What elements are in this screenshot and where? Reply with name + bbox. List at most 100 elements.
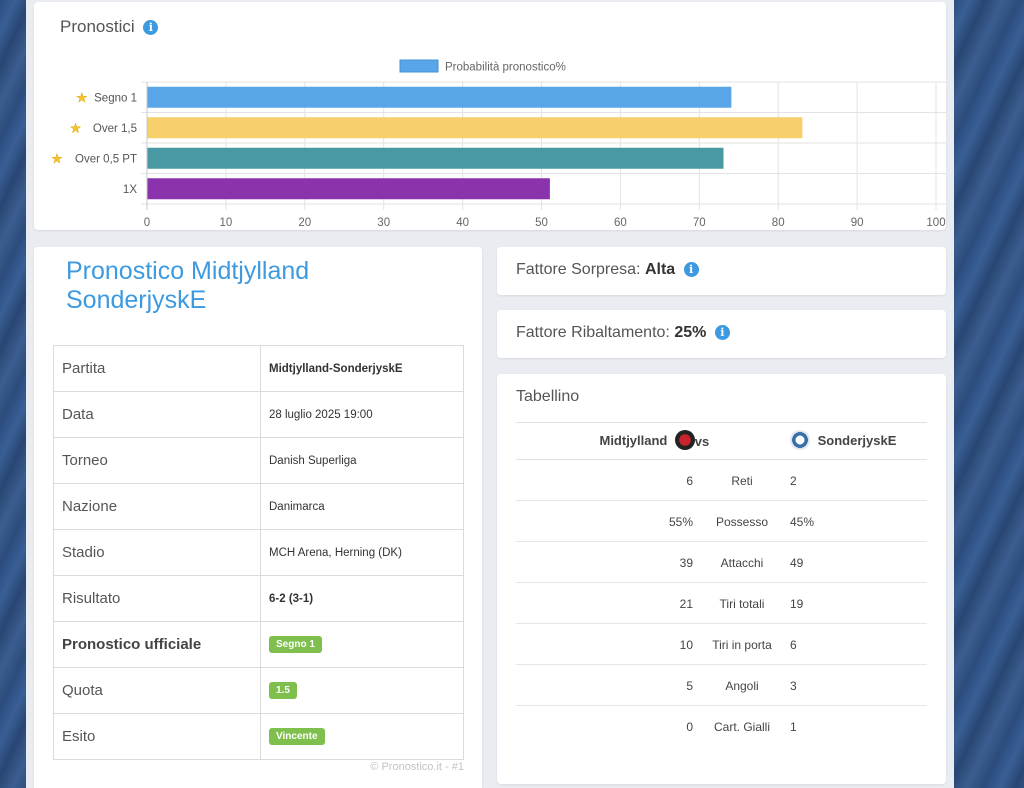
stat-home: 39: [679, 556, 693, 570]
stat-home: 0: [686, 720, 693, 734]
bar: [147, 147, 724, 169]
x-tick-label: 30: [377, 217, 390, 229]
row-label: Esito: [53, 713, 261, 760]
sorpresa-label: Fattore Sorpresa:: [516, 261, 641, 278]
stats-header: Midtjylland vs SonderjyskE: [516, 422, 927, 460]
stat-away: 45%: [790, 515, 815, 529]
result-value: 6-2 (3-1): [260, 575, 464, 622]
page-title: Pronostico Midtjylland SonderjyskE: [66, 257, 310, 314]
outcome-cell: Vincente: [260, 713, 464, 760]
away-team: SonderjyskE: [790, 430, 897, 451]
stat-away: 2: [790, 474, 797, 488]
odds-cell: 1.5: [260, 667, 464, 714]
country-value: Danimarca: [260, 483, 464, 530]
stat-home: 55%: [668, 515, 693, 529]
pronostici-chart-card: Pronostici i 0 10 20 30 40 50 60 70 80 90 100 Segno…: [34, 2, 946, 230]
info-icon[interactable]: i: [143, 20, 159, 35]
x-tick-label: 10: [220, 217, 233, 229]
ribaltamento-label: Fattore Ribaltamento:: [516, 324, 670, 341]
row-label: Stadio: [53, 529, 261, 576]
match-value: Midtjylland-SonderjyskE: [260, 345, 464, 392]
table-row: Esito Vincente: [53, 713, 464, 760]
stat-row: 0 Cart. Gialli 1: [516, 706, 927, 747]
stat-away: 1: [790, 720, 797, 734]
x-tick-label: 50: [535, 217, 548, 229]
stat-label: Tiri totali: [719, 597, 765, 611]
info-icon[interactable]: i: [683, 262, 699, 277]
main-content: Pronostici i 0 10 20 30 40 50 60 70 80 90 100 Segno…: [26, 0, 954, 788]
ribaltamento-card: Fattore Ribaltamento: 25% i: [497, 310, 946, 358]
table-row: Data 28 luglio 2025 19:00: [53, 391, 464, 438]
date-value: 28 luglio 2025 19:00: [260, 391, 464, 438]
x-tick-label: 70: [693, 217, 706, 229]
x-tick-label: 60: [614, 217, 627, 229]
x-tick-label: 40: [456, 217, 469, 229]
x-tick-label: 90: [851, 217, 864, 229]
chart-title-text: Pronostici: [60, 17, 135, 36]
copyright-text: © Pronostico.it - #1: [370, 761, 464, 773]
x-tick-label: 100: [926, 217, 945, 229]
odds-badge: 1.5: [269, 682, 297, 699]
stat-label: Possesso: [715, 515, 769, 529]
star-icon: ★: [51, 152, 63, 167]
page-background-right: [954, 0, 1024, 788]
ribaltamento-value: 25%: [674, 324, 707, 341]
stat-row: 55% Possesso 45%: [516, 501, 927, 542]
table-row: Stadio MCH Arena, Herning (DK): [53, 529, 464, 576]
stat-label: Tiri in porta: [712, 638, 772, 652]
bar: [147, 86, 732, 108]
table-row: Partita Midtjylland-SonderjyskE: [53, 345, 464, 392]
chart-title: Pronostici i: [60, 17, 159, 37]
star-icon: ★: [76, 91, 88, 106]
stat-away: 6: [790, 638, 797, 652]
stat-row: 5 Angoli 3: [516, 665, 927, 706]
table-row: Risultato 6-2 (3-1): [53, 575, 464, 622]
home-team-name: Midtjylland: [599, 433, 668, 448]
info-icon[interactable]: i: [714, 325, 730, 340]
stats-table: Midtjylland vs SonderjyskE 6 Reti 2 55% …: [516, 422, 927, 747]
row-label: Torneo: [53, 437, 261, 484]
x-tick-label: 20: [298, 217, 311, 229]
home-team-logo-icon: [675, 430, 695, 451]
outcome-badge: Vincente: [269, 728, 325, 745]
stadium-value: MCH Arena, Herning (DK): [260, 529, 464, 576]
row-label: Risultato: [53, 575, 261, 622]
stat-row: 21 Tiri totali 19: [516, 583, 927, 624]
stat-label: Attacchi: [720, 556, 764, 570]
category-label: 1X: [123, 184, 137, 196]
stat-label: Cart. Gialli: [713, 720, 770, 734]
stat-label: Reti: [731, 474, 753, 488]
row-label: Quota: [53, 667, 261, 714]
category-label: Over 1,5: [93, 123, 137, 135]
x-tick-label: 0: [144, 217, 150, 229]
x-tick-label: 80: [772, 217, 785, 229]
probability-bar-chart: 0 10 20 30 40 50 60 70 80 90 100 Segno 1 ★ Over 1,5 ★ O…: [51, 59, 946, 229]
ribaltamento-line: Fattore Ribaltamento: 25% i: [516, 324, 730, 342]
prediction-cell: Segno 1: [260, 621, 464, 668]
away-team-name: SonderjyskE: [817, 433, 897, 448]
stat-home: 5: [686, 679, 693, 693]
stat-away: 19: [790, 597, 804, 611]
tabellino-card: Tabellino Midtjylland vs SonderjyskE 6 R…: [497, 374, 946, 784]
stat-home: 10: [679, 638, 693, 652]
page-background-left: [0, 0, 26, 788]
legend-swatch: [399, 59, 439, 73]
stat-home: 21: [679, 597, 693, 611]
sorpresa-value: Alta: [644, 261, 676, 278]
stat-away: 49: [790, 556, 804, 570]
home-team: Midtjylland: [599, 430, 695, 451]
bar: [147, 178, 550, 200]
table-row: Nazione Danimarca: [53, 483, 464, 530]
stat-row: 39 Attacchi 49: [516, 542, 927, 583]
tournament-value: Danish Superliga: [260, 437, 464, 484]
stat-label: Angoli: [725, 679, 759, 693]
prediction-badge: Segno 1: [269, 636, 322, 653]
category-label: Over 0,5 PT: [75, 153, 137, 165]
row-label: Partita: [53, 345, 261, 392]
vs-label: vs: [694, 434, 710, 449]
table-row: Quota 1.5: [53, 667, 464, 714]
table-row: Pronostico ufficiale Segno 1: [53, 621, 464, 668]
legend-label: Probabilità pronostico%: [445, 62, 566, 74]
tabellino-title: Tabellino: [516, 388, 580, 405]
category-label: Segno 1: [94, 92, 137, 104]
